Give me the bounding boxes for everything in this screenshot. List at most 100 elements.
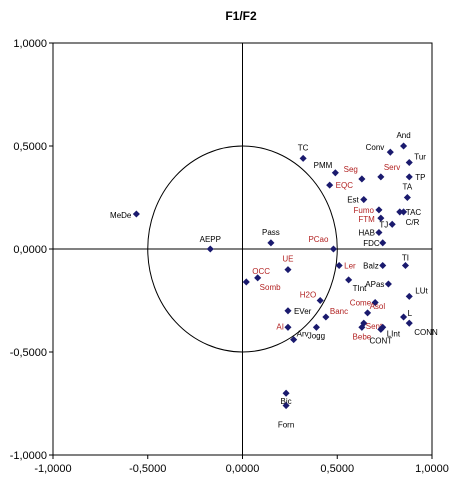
point-marker-fdc — [379, 239, 387, 247]
point-label-fdc: FDC — [363, 239, 380, 248]
point-label-occ: OCC — [252, 267, 270, 276]
point-marker-tint — [345, 276, 353, 284]
point-marker-est — [360, 196, 368, 204]
point-label-l: L — [408, 309, 413, 318]
point-marker-ler — [335, 261, 343, 270]
point-marker-pmm — [331, 169, 339, 177]
x-tick-label: 0,0000 — [226, 463, 260, 475]
x-tick-label: 1,0000 — [415, 463, 449, 475]
point-label-h2o: H2O — [300, 291, 316, 300]
point-marker-banc — [322, 313, 330, 321]
point-label-conv: Conv — [366, 143, 385, 152]
point-label-tc: TC — [298, 143, 309, 152]
point-label-pcao: PCao — [308, 235, 329, 244]
point-label-banc: Banc — [330, 307, 348, 316]
point-marker-asol — [364, 309, 372, 317]
point-label-conn: CONN — [414, 328, 438, 337]
point-marker-ai — [284, 323, 292, 331]
point-marker-mede — [132, 210, 140, 218]
point-marker-serv — [377, 173, 385, 181]
point-label-est: Est — [347, 196, 359, 205]
point-marker-seg — [358, 175, 366, 183]
point-label-tint: TInt — [353, 284, 368, 293]
point-label-ever: EVer — [294, 307, 312, 316]
point-marker-ftm — [377, 214, 385, 222]
point-label-ler: Ler — [344, 261, 356, 270]
point-marker-apas — [384, 280, 392, 288]
point-marker-tj — [388, 220, 396, 228]
point-marker-occ — [242, 278, 250, 286]
point-label-come: Come — [350, 299, 372, 308]
chart-title: F1/F2 — [225, 9, 257, 23]
x-tick-label: -1,0000 — [34, 463, 71, 475]
x-tick-label: -0,5000 — [129, 463, 166, 475]
point-label-jogg: Jogg — [308, 331, 325, 340]
point-label-lint: LInt — [387, 329, 401, 338]
y-tick-label: 0,0000 — [13, 244, 47, 256]
point-label-ti: TI — [402, 253, 409, 262]
axes — [53, 43, 432, 455]
data-points: MeDe AEPP Pass TC PMM EQC PCao UE OCC Somb Ler TInt… — [110, 131, 438, 430]
y-tick-label: -1,0000 — [10, 450, 47, 462]
point-label-tj: TJ — [379, 220, 388, 229]
y-tick-label: 1,0000 — [13, 38, 47, 50]
point-marker-ue — [284, 266, 292, 274]
point-marker-arv — [290, 336, 298, 344]
point-marker-fumo — [375, 206, 383, 214]
point-marker-lut — [405, 292, 413, 300]
point-marker-and — [400, 142, 408, 150]
point-marker-ti — [401, 261, 410, 270]
point-marker-come — [371, 299, 379, 307]
point-label-ai: AI — [276, 322, 284, 331]
point-marker-balz — [379, 261, 387, 270]
point-label-arv: Arv — [297, 330, 309, 339]
point-label-lut: LUt — [415, 286, 428, 295]
point-marker-cont — [377, 325, 385, 333]
point-marker-c-r — [400, 208, 408, 216]
point-marker-h2o — [316, 296, 324, 305]
point-marker-tac — [396, 208, 404, 216]
point-label-bic: Bic — [281, 397, 292, 406]
point-marker-forn — [282, 402, 290, 410]
point-marker-tur — [405, 158, 413, 167]
point-label-and: And — [396, 131, 410, 140]
point-marker-conn — [405, 319, 413, 327]
point-label-somb: Somb — [260, 283, 281, 292]
point-marker-somb — [254, 274, 262, 282]
point-label-ue: UE — [282, 255, 293, 264]
point-label-balz: Balz — [363, 261, 379, 270]
point-label-hab: HAB — [358, 229, 374, 238]
point-label-pass: Pass — [262, 228, 280, 237]
point-marker-l — [400, 313, 408, 321]
point-label-forn: Forn — [278, 421, 294, 430]
x-tick-label: 0,5000 — [320, 463, 354, 475]
point-label-cont: CONT — [369, 336, 392, 345]
point-label-seg: Seg — [344, 165, 358, 174]
point-label-ftm: FTM — [358, 215, 375, 224]
point-label-mede: MeDe — [110, 211, 132, 220]
point-label-bebe: Bebe — [353, 332, 372, 341]
point-marker-bebe — [358, 323, 366, 331]
point-label-tur: Tur — [414, 152, 426, 161]
point-marker-pass — [267, 239, 275, 247]
point-marker-tp — [405, 173, 413, 181]
point-label-ta: TA — [403, 183, 413, 192]
y-tick-label: -0,5000 — [10, 347, 47, 359]
y-tick-label: 0,5000 — [13, 141, 47, 153]
point-marker-jogg — [312, 323, 320, 331]
point-marker-eqc — [326, 181, 334, 189]
point-marker-ever — [284, 307, 292, 315]
correlation-circle-layer — [147, 145, 338, 353]
point-label-fumo: Fumo — [353, 206, 374, 215]
correlation-circle — [147, 145, 338, 353]
point-marker-conv — [386, 148, 394, 156]
point-marker-aepp — [206, 245, 214, 253]
point-marker-hab — [375, 228, 383, 237]
point-label-sent: Sent — [366, 322, 383, 331]
point-marker-ta — [403, 193, 411, 202]
point-label-eqc: EQC — [336, 181, 354, 190]
point-marker-bic — [282, 389, 290, 397]
point-label-apas: APas — [365, 280, 384, 289]
